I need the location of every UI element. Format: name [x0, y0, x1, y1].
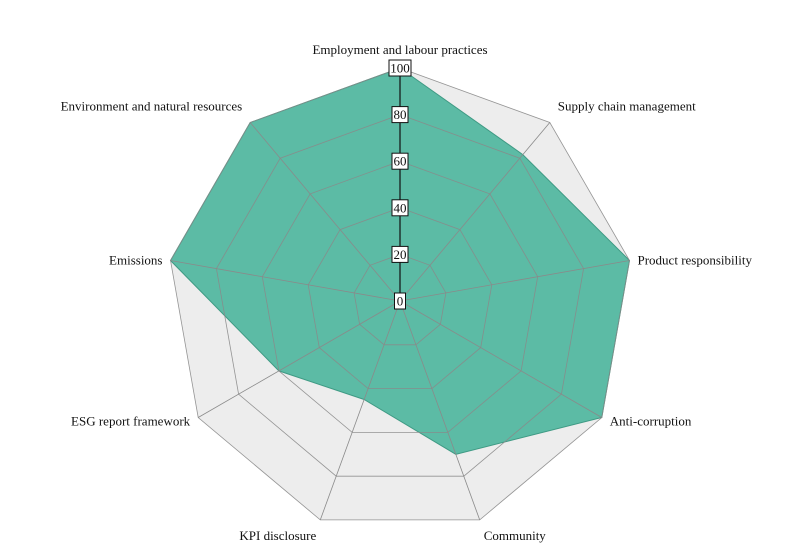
axis-spoke — [399, 300, 602, 418]
tick-label: 80 — [391, 106, 409, 124]
svg-text:0: 0 — [397, 294, 404, 309]
tick-label: 100 — [388, 59, 412, 77]
tick-label: 20 — [391, 245, 409, 263]
tick-label: 40 — [391, 199, 409, 217]
svg-text:100: 100 — [390, 61, 410, 76]
radial-ticks: 0 20 40 60 80 100 — [388, 59, 412, 310]
axis-label: Emissions — [109, 253, 162, 268]
svg-text:60: 60 — [394, 154, 407, 169]
axis-spoke — [249, 122, 401, 302]
axis-label: Environment and natural resources — [61, 99, 243, 114]
axis-spoke — [198, 300, 401, 418]
svg-text:40: 40 — [394, 200, 407, 215]
axis-labels: Employment and labour practices Supply ch… — [61, 42, 753, 543]
axis-spoke — [399, 300, 481, 521]
axis-spoke — [170, 260, 401, 302]
axis-spoke — [399, 122, 551, 302]
axis-label: Supply chain management — [558, 99, 696, 114]
axis-label: Community — [484, 528, 547, 543]
axis-label: Employment and labour practices — [312, 42, 487, 57]
axis-label: ESG report framework — [71, 414, 191, 429]
grid-ring — [261, 160, 539, 433]
axis-label: KPI disclosure — [239, 528, 316, 543]
svg-text:20: 20 — [394, 247, 407, 262]
grid-ring — [353, 253, 447, 346]
svg-text:80: 80 — [394, 107, 407, 122]
tick-label: 60 — [391, 152, 409, 170]
tick-label: 0 — [394, 292, 406, 310]
axis-spoke — [319, 300, 401, 521]
axis-label: Product responsibility — [638, 253, 753, 268]
axis-label: Anti-corruption — [610, 414, 692, 429]
axis-spoke — [399, 260, 630, 302]
grid-ring — [215, 114, 585, 477]
radar-grid — [170, 67, 630, 521]
grid-ring — [170, 67, 630, 521]
grid-ring — [307, 207, 493, 390]
